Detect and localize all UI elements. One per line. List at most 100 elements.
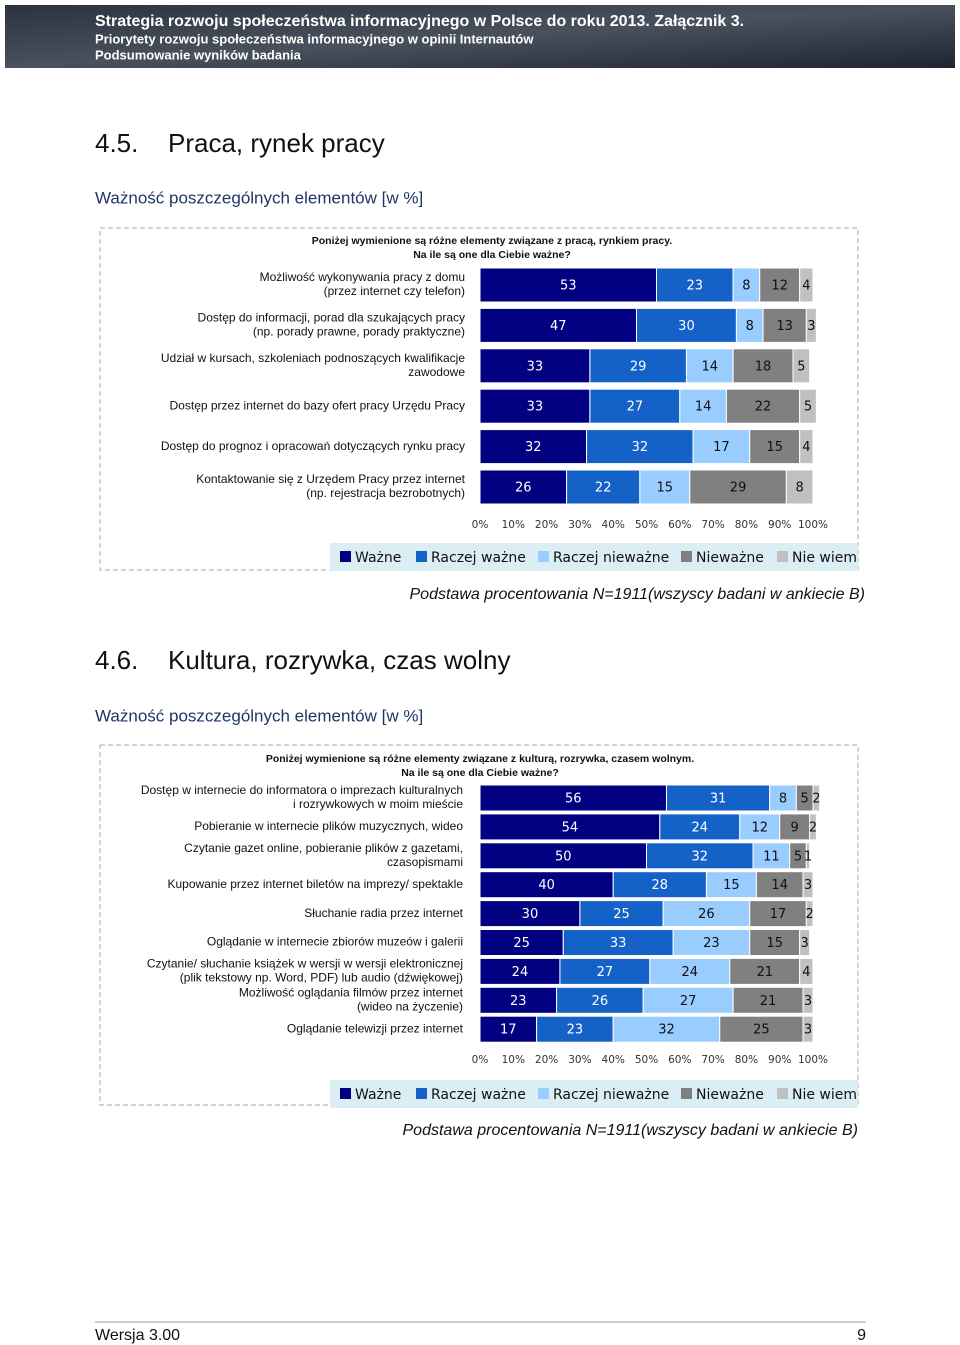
data-label: 28 bbox=[652, 878, 669, 893]
data-label: 14 bbox=[695, 400, 712, 415]
legend-swatch bbox=[681, 1088, 692, 1099]
bar-segment bbox=[812, 784, 821, 812]
bar-segment bbox=[672, 929, 751, 956]
legend-swatch bbox=[340, 1088, 351, 1099]
data-label: 17 bbox=[713, 440, 730, 455]
bar-segment bbox=[809, 813, 817, 841]
data-label: 8 bbox=[796, 481, 804, 496]
bar-segment bbox=[739, 813, 781, 841]
bar-segment bbox=[805, 842, 811, 870]
legend-swatch bbox=[681, 551, 692, 562]
data-label: 29 bbox=[730, 481, 747, 496]
note: Podstawa procentowania N=1911(wszyscy ba… bbox=[410, 586, 866, 603]
category-label: Możliwość oglądania filmów przez interne… bbox=[239, 985, 464, 1013]
data-label: 17 bbox=[500, 1023, 517, 1038]
data-label: 50 bbox=[555, 849, 572, 864]
data-label: 27 bbox=[597, 965, 614, 980]
data-label: 2 bbox=[809, 820, 817, 835]
chart-title: Poniżej wymienione są różne elementy zwi… bbox=[312, 235, 673, 247]
section-title: Kultura, rozrywka, czas wolny bbox=[168, 645, 510, 675]
bar-segment bbox=[732, 267, 761, 303]
data-label: 56 bbox=[565, 792, 582, 807]
data-label: 3 bbox=[804, 878, 812, 893]
data-label: 40 bbox=[538, 878, 555, 893]
data-label: 23 bbox=[510, 994, 527, 1009]
data-label: 17 bbox=[770, 907, 787, 922]
data-label: 54 bbox=[562, 820, 579, 835]
section-number: 4.6. bbox=[95, 645, 138, 675]
category-label: Kupowanie przez internet biletów na impr… bbox=[168, 877, 464, 891]
data-label: 4 bbox=[802, 440, 810, 455]
data-label: 24 bbox=[682, 965, 699, 980]
category-label: Oglądanie w internecie zbiorów muzeów i … bbox=[207, 935, 463, 949]
data-label: 14 bbox=[771, 878, 788, 893]
bar-segment bbox=[612, 871, 707, 899]
data-label: 2 bbox=[806, 907, 814, 922]
bar-segment bbox=[586, 429, 694, 465]
data-label: 26 bbox=[515, 481, 532, 496]
bar-segment bbox=[479, 784, 667, 812]
bar-segment bbox=[479, 986, 558, 1014]
data-label: 30 bbox=[522, 907, 539, 922]
bar-segment bbox=[642, 986, 734, 1014]
data-label: 2 bbox=[812, 792, 820, 807]
category-label: Oglądanie telewizji przez internet bbox=[287, 1021, 464, 1035]
data-label: 32 bbox=[632, 440, 649, 455]
legend-label: Nieważne bbox=[696, 1087, 764, 1103]
header-banner bbox=[5, 5, 955, 68]
header-subtitle: Priorytety rozwoju społeczeństwa informa… bbox=[95, 31, 534, 46]
data-label: 5 bbox=[794, 849, 802, 864]
legend-label: Ważne bbox=[355, 550, 401, 566]
category-label: Kontaktowanie się z Urzędem Pracy przez … bbox=[196, 472, 465, 500]
data-label: 31 bbox=[710, 792, 727, 807]
data-label: 3 bbox=[807, 319, 815, 334]
data-label: 22 bbox=[755, 400, 772, 415]
data-label: 33 bbox=[527, 359, 544, 374]
bar-segment bbox=[802, 871, 814, 899]
x-tick-label: 20% bbox=[535, 1054, 558, 1066]
bar-segment bbox=[479, 871, 614, 899]
data-label: 27 bbox=[627, 400, 644, 415]
note: Podstawa procentowania N=1911(wszyscy ba… bbox=[403, 1122, 859, 1139]
legend-label: Raczej nieważne bbox=[553, 1087, 669, 1103]
bar-segment bbox=[659, 813, 741, 841]
bar-segment bbox=[799, 388, 817, 424]
data-label: 8 bbox=[742, 279, 750, 294]
x-tick-label: 80% bbox=[735, 519, 758, 531]
legend-swatch bbox=[340, 551, 351, 562]
legend-swatch bbox=[416, 1088, 427, 1099]
data-label: 11 bbox=[763, 849, 780, 864]
data-label: 32 bbox=[658, 1023, 675, 1038]
bar-segment bbox=[479, 348, 591, 384]
bar-segment bbox=[689, 469, 787, 505]
data-label: 25 bbox=[753, 1023, 770, 1038]
bar-segment bbox=[725, 388, 801, 424]
data-label: 33 bbox=[610, 936, 627, 951]
x-tick-label: 10% bbox=[502, 1054, 525, 1066]
data-label: 3 bbox=[804, 1023, 812, 1038]
bar-segment bbox=[705, 871, 757, 899]
legend-label: Raczej nieważne bbox=[553, 550, 669, 566]
data-label: 4 bbox=[802, 279, 810, 294]
data-label: 23 bbox=[703, 936, 720, 951]
bar-segment bbox=[639, 469, 691, 505]
legend-swatch bbox=[777, 551, 788, 562]
data-label: 3 bbox=[801, 936, 809, 951]
legend-label: Raczej ważne bbox=[431, 1087, 526, 1103]
data-label: 21 bbox=[756, 965, 773, 980]
category-label: Dostęp przez internet do bazy ofert prac… bbox=[170, 398, 465, 412]
bar-segment bbox=[692, 429, 751, 465]
x-tick-label: 50% bbox=[635, 519, 658, 531]
data-label: 26 bbox=[698, 907, 715, 922]
data-label: 15 bbox=[766, 936, 783, 951]
bar-segment bbox=[665, 784, 771, 812]
page-number: 9 bbox=[857, 1327, 866, 1344]
x-tick-label: 30% bbox=[568, 519, 591, 531]
category-label: Dostęp do prognoz i opracowań dotyczącyc… bbox=[161, 439, 465, 453]
category-label: Dostęp do informacji, porad dla szukając… bbox=[198, 311, 465, 339]
data-label: 13 bbox=[776, 319, 793, 334]
x-tick-label: 80% bbox=[735, 1054, 758, 1066]
data-label: 22 bbox=[595, 481, 612, 496]
x-tick-label: 0% bbox=[472, 519, 489, 531]
